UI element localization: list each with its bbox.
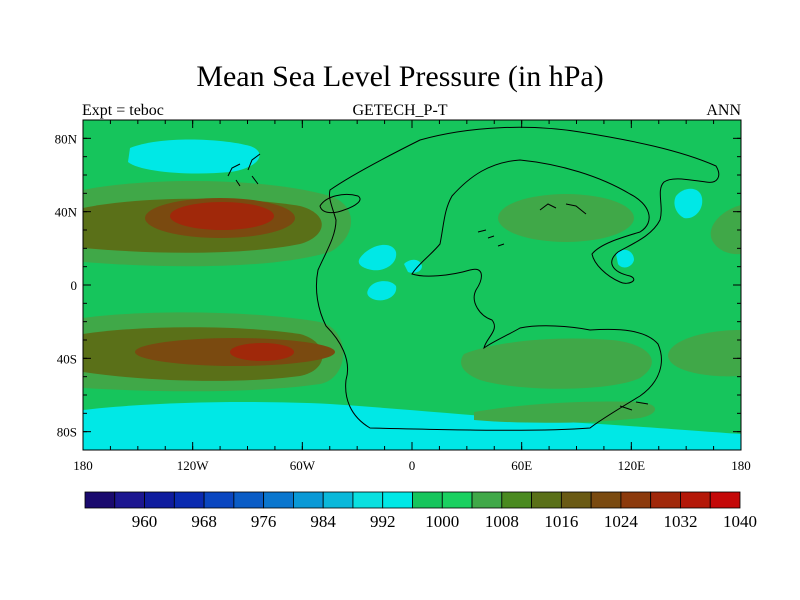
field-tethys-high — [498, 194, 634, 242]
colorbar-swatch — [560, 491, 592, 509]
colorbar-swatch — [352, 491, 384, 509]
colorbar-swatch — [382, 491, 413, 509]
y-tick-label: 80S — [57, 425, 77, 440]
x-tick-label: 180 — [731, 458, 751, 473]
colorbar-swatch — [263, 491, 294, 509]
colorbar-label: 1040 — [723, 512, 757, 531]
colorbar: 960 968 976 984 992 1000 1008 1016 1024 1032 1040 — [84, 491, 757, 531]
field-pangea-low-3 — [404, 259, 422, 273]
colorbar-label: 1024 — [604, 512, 639, 531]
colorbar-swatch — [293, 491, 324, 509]
x-axis: 180 120W 60W 0 60E 120E 180 — [73, 120, 751, 473]
field-npac-high-4 — [170, 202, 274, 230]
chart-left-string: Expt = teboc — [82, 102, 164, 119]
field-pangea-low-2 — [367, 281, 397, 301]
colorbar-swatch — [144, 491, 175, 509]
y-tick-label: 40S — [57, 351, 77, 366]
colorbar-label: 984 — [310, 512, 336, 531]
colorbar-swatch — [471, 491, 503, 509]
cimmerian-islands — [539, 203, 587, 215]
field-gondwana-high-south — [474, 401, 655, 423]
x-tick-label: 120W — [177, 458, 210, 473]
field-east-high-north — [710, 205, 741, 255]
chart-title: Mean Sea Level Pressure (in hPa) — [196, 60, 604, 93]
x-tick-label: 0 — [409, 458, 416, 473]
colorbar-swatch — [203, 491, 235, 509]
colorbar-label: 976 — [251, 512, 277, 531]
colorbar-label: 992 — [370, 512, 396, 531]
field-east-high-south — [668, 330, 741, 377]
colorbar-swatch — [322, 491, 354, 509]
colorbar-label: 1000 — [425, 512, 459, 531]
colorbar-swatch — [590, 491, 622, 509]
colorbar-swatch — [501, 491, 532, 509]
colorbar-label: 960 — [132, 512, 158, 531]
south-coast-islands — [619, 401, 649, 411]
y-axis: 80N 40N 0 40S 80S — [55, 119, 741, 451]
arctic-islands — [227, 153, 261, 187]
coastlines — [227, 126, 720, 431]
field-gondwana-high — [461, 338, 652, 389]
x-tick-label: 120E — [618, 458, 646, 473]
chart-center-string: GETECH_P-T — [352, 102, 448, 119]
field-ne-low-2 — [616, 249, 634, 268]
colorbar-swatch — [680, 491, 711, 509]
colorbar-label: 1032 — [663, 512, 697, 531]
colorbar-label: 968 — [191, 512, 217, 531]
y-tick-label: 40N — [55, 205, 78, 220]
field-arctic-low — [128, 139, 260, 174]
x-tick-label: 60W — [290, 458, 316, 473]
colorbar-swatch — [412, 491, 443, 509]
y-tick-label: 0 — [71, 278, 78, 293]
x-tick-label: 180 — [73, 458, 93, 473]
greenland-island — [319, 193, 361, 214]
colorbar-label: 1016 — [544, 512, 578, 531]
chart-right-string: ANN — [706, 102, 741, 119]
field-southern-low — [83, 402, 741, 450]
tethys-arc — [477, 229, 505, 247]
colorbar-swatch — [441, 491, 473, 509]
field-pangea-low-1 — [358, 244, 397, 271]
y-tick-label: 80N — [55, 131, 78, 146]
colorbar-swatch — [531, 491, 562, 509]
x-tick-label: 60E — [511, 458, 532, 473]
field-spac-high-4 — [230, 343, 294, 361]
colorbar-swatch — [173, 491, 205, 509]
colorbar-swatch — [650, 491, 681, 509]
colorbar-swatch — [233, 491, 265, 509]
pangea-outline — [315, 126, 720, 431]
colorbar-swatch — [84, 491, 116, 509]
field-ne-low-1 — [674, 188, 703, 219]
pressure-field — [83, 120, 741, 450]
colorbar-swatch — [709, 491, 741, 509]
colorbar-swatch — [620, 491, 652, 509]
colorbar-label: 1008 — [485, 512, 519, 531]
field-base — [83, 120, 741, 450]
colorbar-swatch — [114, 491, 145, 509]
